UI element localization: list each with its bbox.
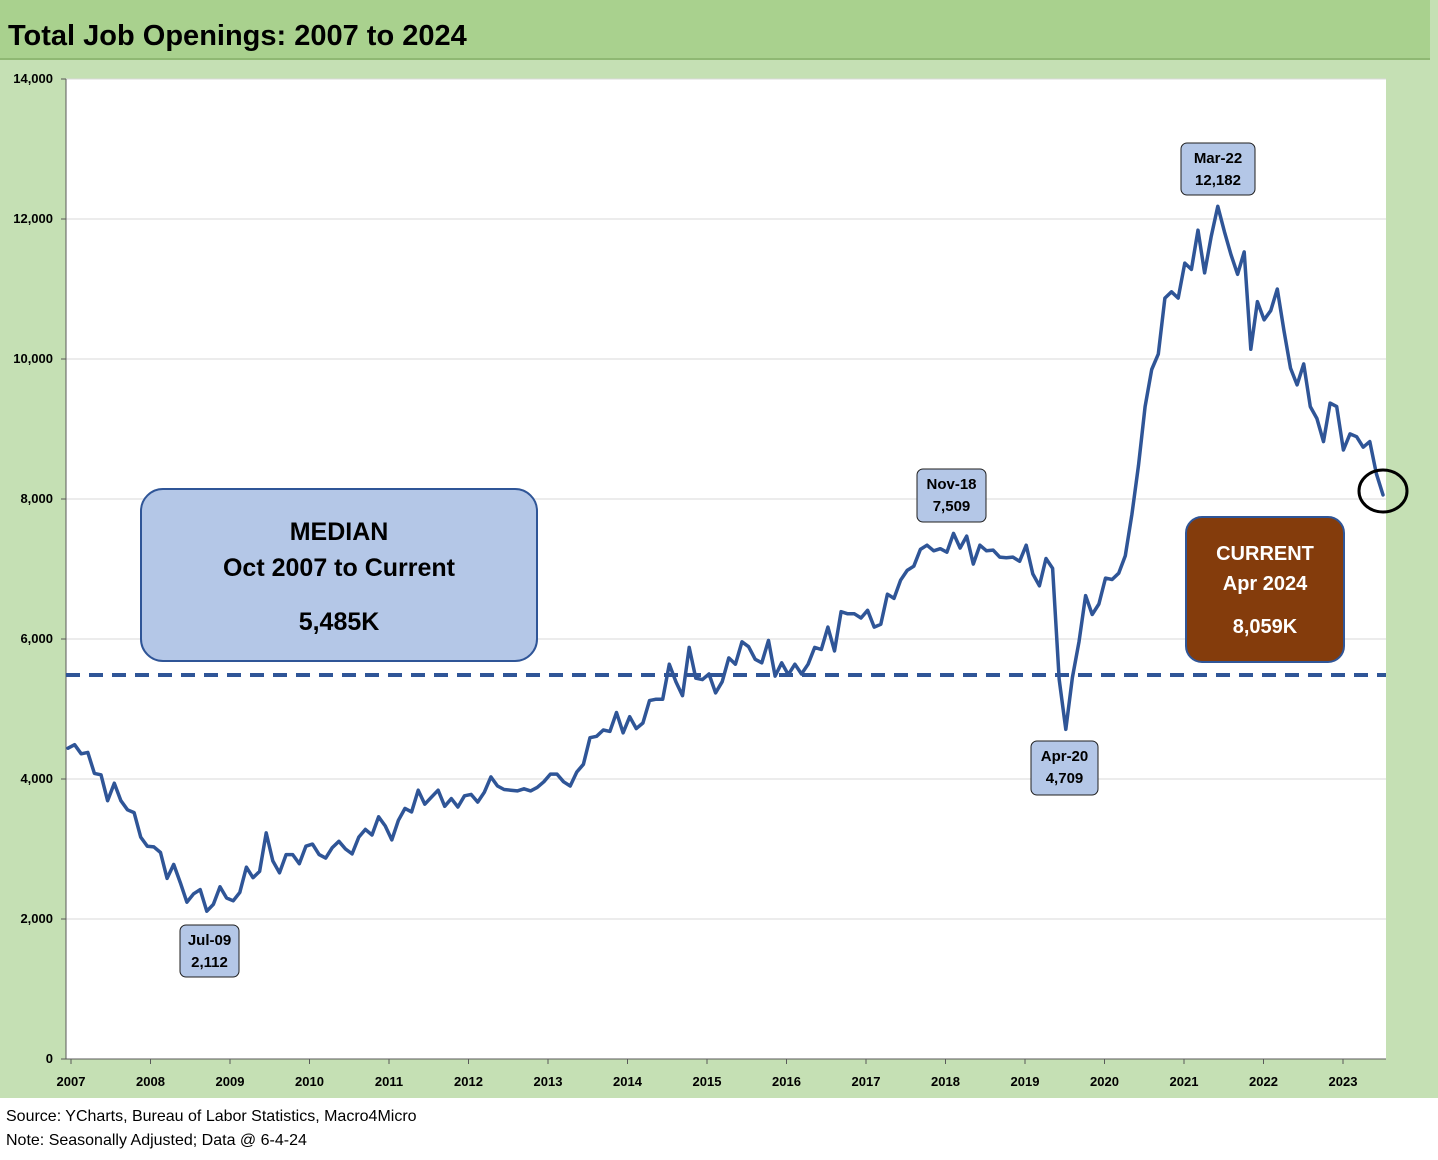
callout-nov-18: Nov-18 7,509 — [916, 468, 987, 523]
x-tick-label: 2019 — [1011, 1074, 1040, 1089]
callout-box — [179, 924, 240, 978]
callout-date: Nov-18 — [926, 476, 976, 493]
callout-box — [1030, 740, 1099, 796]
median-box-rect — [140, 488, 538, 662]
axes: 0 2,000 4,000 6,000 8,000 10,000 12,000 14,000 2… — [13, 71, 1386, 1089]
callouts: Jul-09 2,112 Nov-18 7,509 Apr-20 4,709 Mar-22 1… — [179, 142, 1256, 978]
callout-box — [1180, 142, 1256, 196]
x-tick-label: 2007 — [57, 1074, 86, 1089]
y-tick-label: 6,000 — [20, 631, 53, 646]
x-tick-label: 2009 — [216, 1074, 245, 1089]
x-tick-label: 2020 — [1090, 1074, 1119, 1089]
callout-apr-20: Apr-20 4,709 — [1030, 740, 1099, 796]
median-box-title: MEDIAN — [290, 518, 389, 546]
x-tick-label: 2016 — [772, 1074, 801, 1089]
median-box: MEDIAN Oct 2007 to Current 5,485K — [140, 488, 538, 662]
y-tick-label: 12,000 — [13, 211, 53, 226]
current-box: CURRENT Apr 2024 8,059K — [1185, 516, 1345, 663]
callout-box — [916, 468, 987, 523]
current-box-period: Apr 2024 — [1223, 573, 1308, 595]
callout-date: Mar-22 — [1194, 150, 1242, 167]
x-tick-label: 2010 — [295, 1074, 324, 1089]
callout-value: 12,182 — [1195, 172, 1241, 189]
title-bar: Total Job Openings: 2007 to 2024 — [0, 0, 1430, 60]
current-box-rect — [1185, 516, 1345, 663]
median-box-period: Oct 2007 to Current — [223, 554, 456, 582]
current-box-title: CURRENT — [1216, 543, 1314, 565]
x-tick-label: 2008 — [136, 1074, 165, 1089]
x-tick-label: 2017 — [852, 1074, 881, 1089]
adjustment-note: Note: Seasonally Adjusted; Data @ 6-4-24 — [6, 1132, 307, 1149]
y-tick-label: 14,000 — [13, 71, 53, 86]
source-note: Source: YCharts, Bureau of Labor Statist… — [6, 1108, 417, 1125]
y-tick-label: 4,000 — [20, 771, 53, 786]
x-tick-label: 2023 — [1329, 1074, 1358, 1089]
current-box-value: 8,059K — [1233, 616, 1298, 638]
callout-mar-22: Mar-22 12,182 — [1180, 142, 1256, 196]
callout-date: Jul-09 — [188, 932, 231, 949]
callout-value: 2,112 — [191, 954, 228, 971]
x-tick-label: 2012 — [454, 1074, 483, 1089]
x-tick-label: 2013 — [534, 1074, 563, 1089]
x-tick-label: 2011 — [375, 1074, 403, 1089]
y-tick-label: 2,000 — [20, 911, 53, 926]
y-tick-label: 10,000 — [13, 351, 53, 366]
x-tick-label: 2021 — [1170, 1074, 1199, 1089]
x-tick-label: 2015 — [693, 1074, 722, 1089]
callout-date: Apr-20 — [1041, 748, 1089, 765]
series-line-job-openings — [66, 204, 1385, 913]
callout-value: 7,509 — [933, 498, 971, 515]
callout-value: 4,709 — [1046, 770, 1084, 787]
x-tick-label: 2014 — [613, 1074, 643, 1089]
median-box-value: 5,485K — [299, 608, 380, 636]
current-point-circle — [1357, 468, 1409, 514]
y-tick-label: 8,000 — [20, 491, 53, 506]
callout-jul-09: Jul-09 2,112 — [179, 924, 240, 978]
chart-title: Total Job Openings: 2007 to 2024 — [8, 20, 467, 52]
chart-area: 0 2,000 4,000 6,000 8,000 10,000 12,000 14,000 2… — [13, 71, 1409, 1089]
x-tick-label: 2018 — [931, 1074, 960, 1089]
footer: Source: YCharts, Bureau of Labor Statist… — [0, 1098, 1438, 1160]
series-group — [66, 204, 1385, 913]
x-tick-label: 2022 — [1249, 1074, 1278, 1089]
y-tick-label: 0 — [46, 1051, 53, 1066]
